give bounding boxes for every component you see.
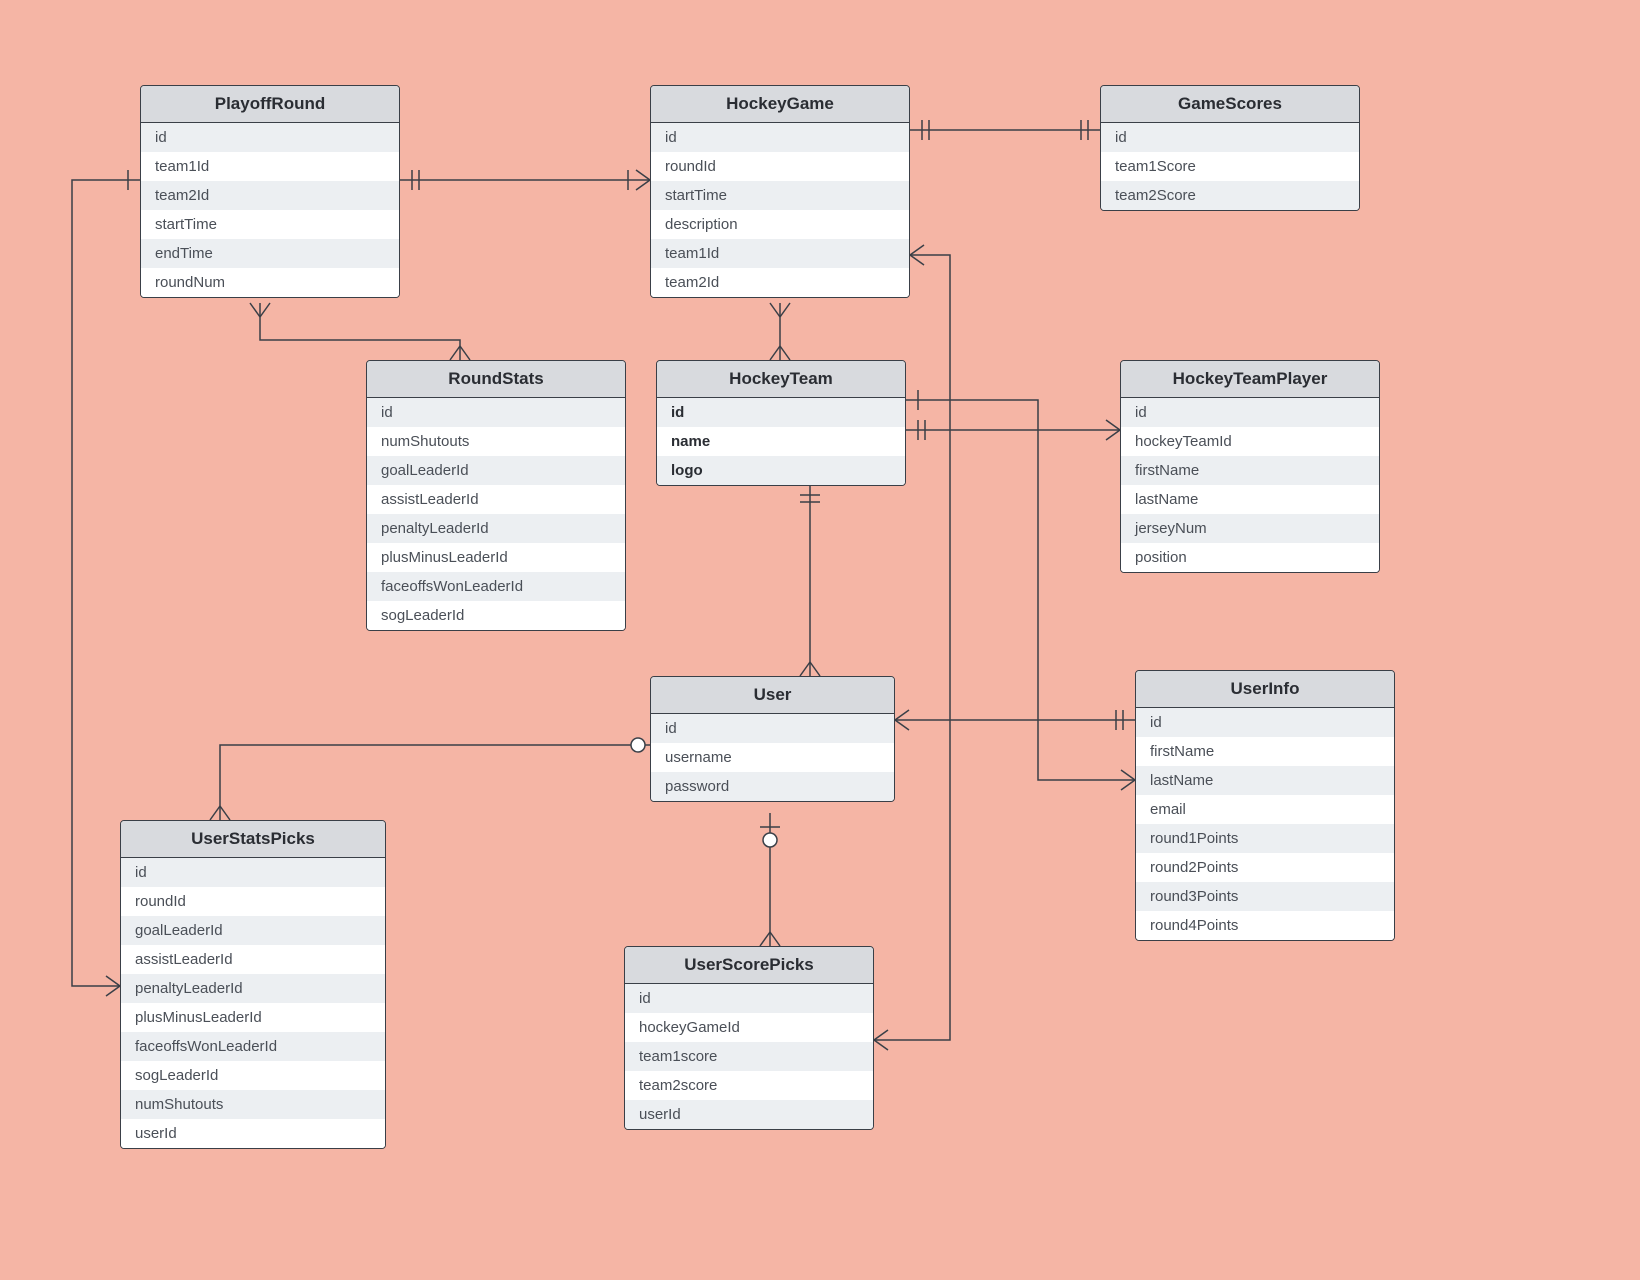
entity-field: endTime — [141, 239, 399, 268]
entity-field: id — [651, 714, 894, 743]
entity-field: sogLeaderId — [367, 601, 625, 630]
entity-body: idfirstNamelastNameemailround1Pointsroun… — [1136, 708, 1394, 940]
entity-field: team2Id — [651, 268, 909, 297]
entity-field: goalLeaderId — [121, 916, 385, 945]
entity-body: idroundIdgoalLeaderIdassistLeaderIdpenal… — [121, 858, 385, 1148]
entity-field: jerseyNum — [1121, 514, 1379, 543]
entity-title: UserInfo — [1136, 671, 1394, 708]
entity-field: userId — [625, 1100, 873, 1129]
entity-field: team1score — [625, 1042, 873, 1071]
entity-field: id — [1101, 123, 1359, 152]
entity-round-stats: RoundStatsidnumShutoutsgoalLeaderIdassis… — [366, 360, 626, 631]
entity-body: idnamelogo — [657, 398, 905, 485]
entity-field: assistLeaderId — [121, 945, 385, 974]
entity-field: team2score — [625, 1071, 873, 1100]
entity-user: Useridusernamepassword — [650, 676, 895, 802]
entity-field: startTime — [651, 181, 909, 210]
entity-title: HockeyGame — [651, 86, 909, 123]
entity-title: HockeyTeamPlayer — [1121, 361, 1379, 398]
entity-field: id — [1136, 708, 1394, 737]
entity-field: lastName — [1136, 766, 1394, 795]
entity-field: sogLeaderId — [121, 1061, 385, 1090]
entity-body: idhockeyTeamIdfirstNamelastNamejerseyNum… — [1121, 398, 1379, 572]
entity-field: description — [651, 210, 909, 239]
entity-hockey-team-player: HockeyTeamPlayeridhockeyTeamIdfirstNamel… — [1120, 360, 1380, 573]
entity-field: penaltyLeaderId — [367, 514, 625, 543]
entity-field: faceoffsWonLeaderId — [121, 1032, 385, 1061]
entity-body: idteam1Idteam2IdstartTimeendTimeroundNum — [141, 123, 399, 297]
entity-field: team2Score — [1101, 181, 1359, 210]
entity-body: idnumShutoutsgoalLeaderIdassistLeaderIdp… — [367, 398, 625, 630]
entity-field: startTime — [141, 210, 399, 239]
entity-title: User — [651, 677, 894, 714]
entity-field: logo — [657, 456, 905, 485]
entity-field: firstName — [1121, 456, 1379, 485]
entity-field: position — [1121, 543, 1379, 572]
entity-field: team1Id — [651, 239, 909, 268]
entity-hockey-game: HockeyGameidroundIdstartTimedescriptiont… — [650, 85, 910, 298]
entity-body: idroundIdstartTimedescriptionteam1Idteam… — [651, 123, 909, 297]
entity-field: faceoffsWonLeaderId — [367, 572, 625, 601]
entity-hockey-team: HockeyTeamidnamelogo — [656, 360, 906, 486]
entity-body: idteam1Scoreteam2Score — [1101, 123, 1359, 210]
entity-field: id — [657, 398, 905, 427]
entity-body: idhockeyGameIdteam1scoreteam2scoreuserId — [625, 984, 873, 1129]
entity-field: team2Id — [141, 181, 399, 210]
entity-field: round2Points — [1136, 853, 1394, 882]
entity-field: penaltyLeaderId — [121, 974, 385, 1003]
entity-field: plusMinusLeaderId — [367, 543, 625, 572]
entity-field: numShutouts — [121, 1090, 385, 1119]
entity-field: plusMinusLeaderId — [121, 1003, 385, 1032]
entity-user-score-picks: UserScorePicksidhockeyGameIdteam1scorete… — [624, 946, 874, 1130]
entity-field: password — [651, 772, 894, 801]
entity-field: id — [651, 123, 909, 152]
entity-playoff-round: PlayoffRoundidteam1Idteam2IdstartTimeend… — [140, 85, 400, 298]
entity-title: RoundStats — [367, 361, 625, 398]
entity-field: roundId — [121, 887, 385, 916]
entity-field: username — [651, 743, 894, 772]
entity-title: UserStatsPicks — [121, 821, 385, 858]
entity-field: team1Id — [141, 152, 399, 181]
entity-game-scores: GameScoresidteam1Scoreteam2Score — [1100, 85, 1360, 211]
entity-field: assistLeaderId — [367, 485, 625, 514]
entity-field: lastName — [1121, 485, 1379, 514]
entity-field: roundNum — [141, 268, 399, 297]
entity-field: id — [121, 858, 385, 887]
entity-field: roundId — [651, 152, 909, 181]
entity-field: id — [141, 123, 399, 152]
entity-field: round4Points — [1136, 911, 1394, 940]
entity-field: round1Points — [1136, 824, 1394, 853]
entity-user-info: UserInfoidfirstNamelastNameemailround1Po… — [1135, 670, 1395, 941]
entity-field: team1Score — [1101, 152, 1359, 181]
entity-field: goalLeaderId — [367, 456, 625, 485]
entity-field: name — [657, 427, 905, 456]
entity-field: hockeyTeamId — [1121, 427, 1379, 456]
entity-field: hockeyGameId — [625, 1013, 873, 1042]
entity-field: id — [625, 984, 873, 1013]
entity-title: HockeyTeam — [657, 361, 905, 398]
entity-field: numShutouts — [367, 427, 625, 456]
entity-field: userId — [121, 1119, 385, 1148]
entity-title: GameScores — [1101, 86, 1359, 123]
entity-field: id — [1121, 398, 1379, 427]
entity-body: idusernamepassword — [651, 714, 894, 801]
entity-title: PlayoffRound — [141, 86, 399, 123]
entity-title: UserScorePicks — [625, 947, 873, 984]
entity-field: firstName — [1136, 737, 1394, 766]
entity-user-stats-picks: UserStatsPicksidroundIdgoalLeaderIdassis… — [120, 820, 386, 1149]
entity-field: id — [367, 398, 625, 427]
entity-field: round3Points — [1136, 882, 1394, 911]
entity-field: email — [1136, 795, 1394, 824]
